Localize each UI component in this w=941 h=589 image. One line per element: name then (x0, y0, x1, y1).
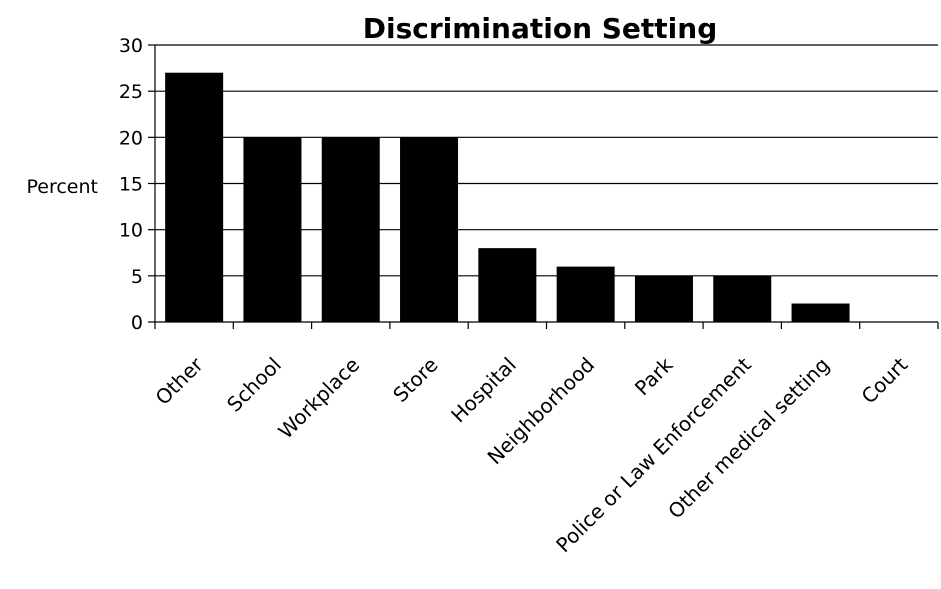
y-tick-label: 0 (131, 312, 143, 334)
bar (165, 72, 224, 322)
y-tick-label: 30 (119, 35, 143, 57)
x-tick-label: Workplace (273, 353, 364, 444)
y-tick-label: 5 (131, 266, 143, 288)
chart-title: Discrimination Setting (363, 12, 718, 45)
x-tick-label: Store (388, 353, 442, 407)
axes (148, 44, 939, 329)
x-tick-label: Court (857, 352, 913, 408)
bar (556, 266, 615, 322)
y-tick-label: 15 (119, 174, 143, 196)
x-tick-label: Hospital (446, 353, 521, 428)
y-tick-label: 20 (119, 127, 143, 149)
y-tick-labels: 0 5 10 15 20 25 30 (119, 35, 143, 334)
x-tick-label: Park (630, 352, 678, 400)
bar (321, 137, 380, 322)
bar (713, 275, 772, 322)
y-axis-label: Percent (27, 176, 99, 198)
bar (478, 248, 537, 322)
bar (791, 303, 850, 322)
x-tick-label: School (222, 353, 286, 417)
y-tick-label: 25 (119, 81, 143, 103)
y-tick-label: 10 (119, 220, 143, 242)
x-tick-label: Other medical setting (663, 353, 834, 524)
x-tick-label: Other (151, 352, 209, 410)
bar (243, 137, 302, 322)
bar (634, 275, 693, 322)
bar (400, 137, 459, 322)
bars (165, 72, 850, 322)
